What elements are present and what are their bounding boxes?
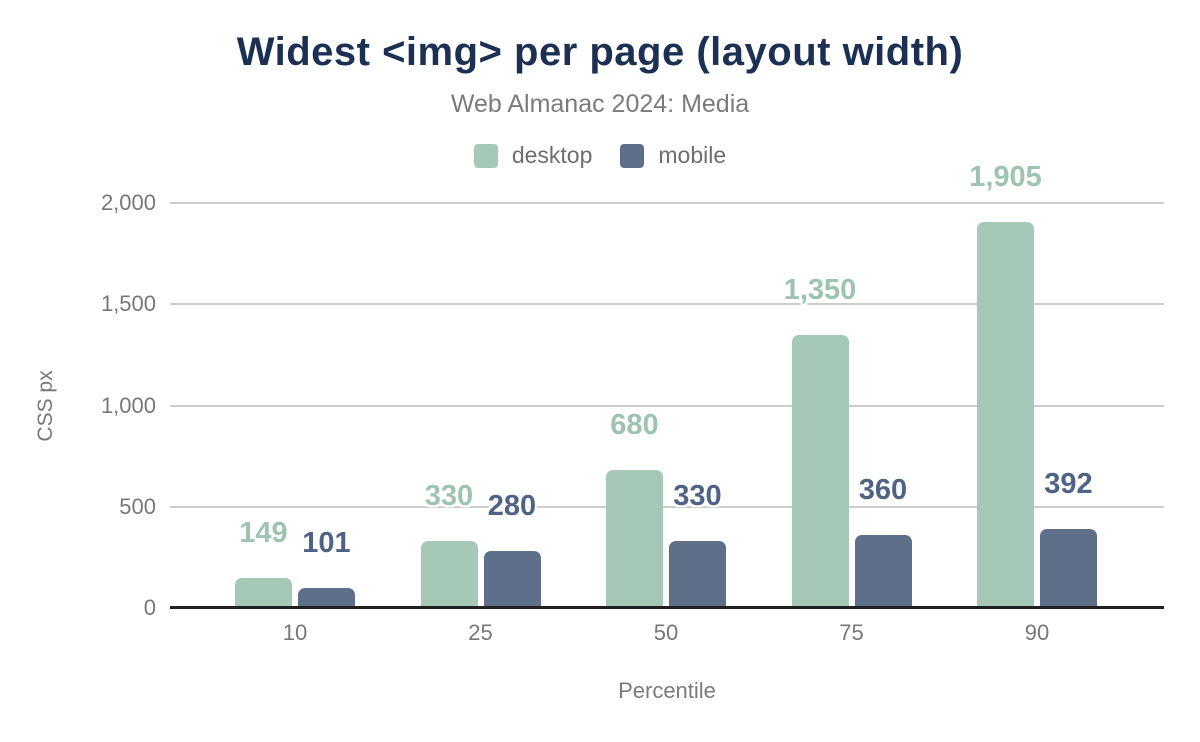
chart-title: Widest <img> per page (layout width) xyxy=(236,30,964,74)
bar-value-label-mobile-p75: 360 xyxy=(858,474,908,507)
bar-group-p75: 1,350 360 xyxy=(784,203,912,608)
y-tick-label: 0 xyxy=(143,595,156,620)
bar-desktop-p10[interactable]: 149 xyxy=(235,517,292,608)
gridline xyxy=(170,505,1164,508)
legend-swatch-desktop xyxy=(473,143,498,168)
gridline xyxy=(170,202,1164,204)
legend-swatch-mobile xyxy=(620,143,645,168)
bar-desktop-p75[interactable]: 1,350 xyxy=(784,274,856,608)
y-tick-label: 500 xyxy=(119,493,156,519)
legend-item-desktop: desktop xyxy=(473,142,593,169)
bar-value-label-mobile-p90: 392 xyxy=(1044,467,1093,500)
x-tick-label-90: 90 xyxy=(1024,620,1050,645)
bar-mobile-p75[interactable]: 360 xyxy=(854,474,912,608)
bar-desktop-p25[interactable]: 330 xyxy=(420,480,478,608)
legend-label: mobile xyxy=(658,142,727,168)
bar-group-p90: 1,905 392 xyxy=(969,161,1097,608)
bar-value-label-desktop-p25: 330 xyxy=(424,480,474,513)
x-tick-label-50: 50 xyxy=(653,620,679,645)
x-axis-title: Percentile xyxy=(618,678,716,703)
bar-group-p50: 680 330 xyxy=(606,203,726,608)
bar-desktop-p90[interactable]: 1,905 xyxy=(969,161,1042,608)
bar-value-label-mobile-p50: 330 xyxy=(673,480,722,513)
legend-item-mobile: mobile xyxy=(620,142,726,169)
bar-value-label-desktop-p90: 1,905 xyxy=(969,161,1042,194)
bar-value-label-desktop-p10: 149 xyxy=(239,516,288,549)
legend: desktop mobile xyxy=(0,142,1200,169)
legend-label: desktop xyxy=(511,142,593,168)
bar-desktop-p50[interactable]: 680 xyxy=(606,409,663,608)
bar-mobile-p25[interactable]: 280 xyxy=(483,490,541,608)
x-tick-label-10: 10 xyxy=(282,620,308,645)
bar-value-label-mobile-p25: 280 xyxy=(487,490,537,523)
bar-group-p10: 149 101 xyxy=(235,203,355,608)
y-axis-title: CSS px xyxy=(34,369,57,442)
bar-mobile-p10[interactable]: 101 xyxy=(298,527,355,608)
bar-value-label-mobile-p10: 101 xyxy=(302,526,351,559)
bar-value-label-desktop-p75: 1,350 xyxy=(783,273,857,306)
plot-area: CSS px Percentile 0 500 1,000 1,500 2,000 149… xyxy=(34,161,1164,703)
bar-mobile-p50[interactable]: 330 xyxy=(669,480,726,608)
y-tick-label: 1,000 xyxy=(100,392,156,418)
bar-mobile-p90[interactable]: 392 xyxy=(1040,468,1097,608)
chart-subtitle: Web Almanac 2024: Media xyxy=(450,90,750,118)
x-axis-baseline xyxy=(170,606,1164,609)
gridline xyxy=(170,303,1164,306)
gridline xyxy=(170,404,1164,407)
x-tick-label-25: 25 xyxy=(468,620,493,645)
y-tick-label: 2,000 xyxy=(100,190,156,215)
bar-value-label-desktop-p50: 680 xyxy=(610,409,659,442)
x-tick-label-75: 75 xyxy=(839,620,864,645)
y-tick-label: 1,500 xyxy=(100,291,156,317)
bar-group-p25: 330 280 xyxy=(420,203,541,608)
